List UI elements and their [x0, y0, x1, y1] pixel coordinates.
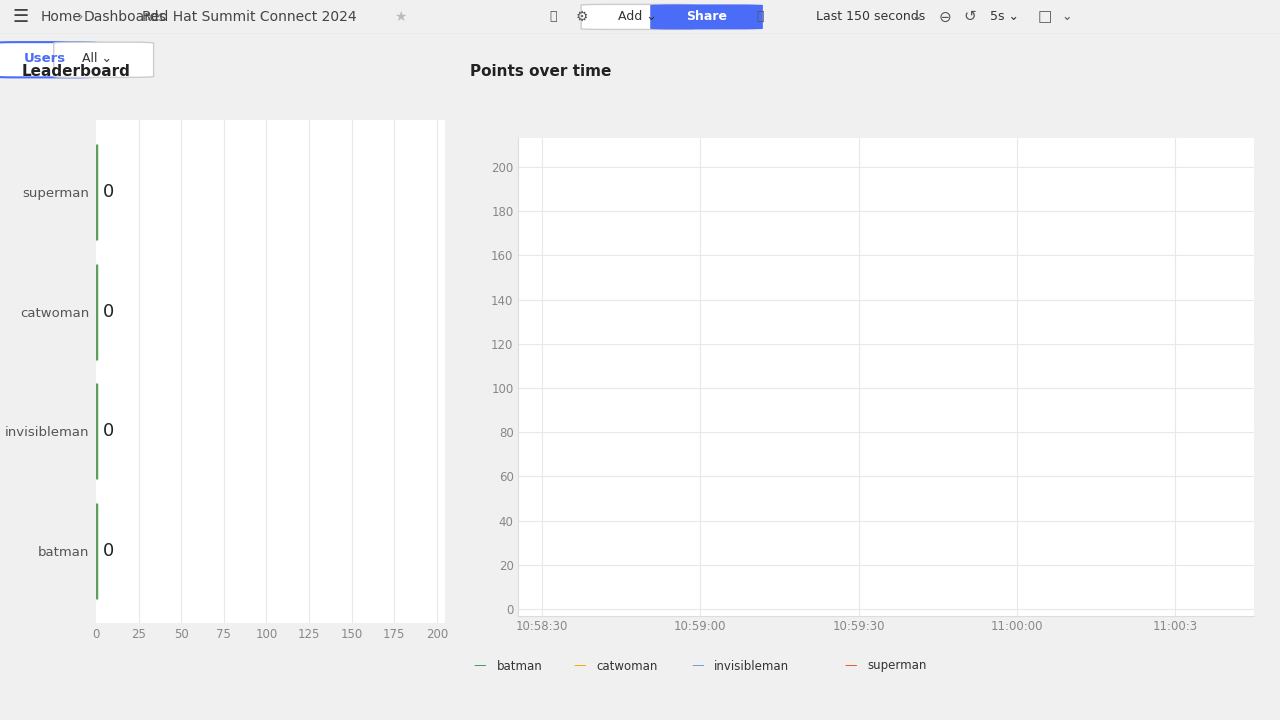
Text: 5s ⌄: 5s ⌄ [991, 10, 1019, 24]
Text: ⏱: ⏱ [756, 10, 764, 24]
Text: Points over time: Points over time [470, 63, 611, 78]
Text: ☰: ☰ [13, 8, 28, 26]
Text: catwoman: catwoman [596, 660, 658, 672]
Text: ⚙: ⚙ [576, 10, 589, 24]
Text: ⌄: ⌄ [911, 10, 922, 24]
Text: All ⌄: All ⌄ [82, 53, 113, 66]
Text: Home: Home [41, 10, 82, 24]
Text: ›: › [76, 8, 83, 26]
Text: ↺: ↺ [964, 9, 977, 24]
Text: —: — [691, 660, 704, 672]
Text: invisibleman: invisibleman [714, 660, 790, 672]
Text: 0: 0 [102, 542, 114, 560]
FancyBboxPatch shape [54, 42, 154, 77]
Text: Users: Users [24, 53, 65, 66]
FancyBboxPatch shape [0, 42, 97, 77]
Text: Leaderboard: Leaderboard [22, 63, 131, 78]
Text: Add ⌄: Add ⌄ [618, 10, 657, 24]
Text: ›: › [145, 8, 152, 26]
Text: 0: 0 [102, 423, 114, 441]
Text: superman: superman [868, 660, 927, 672]
Text: ★: ★ [394, 10, 407, 24]
Text: 💾: 💾 [549, 10, 557, 24]
Text: ⊖: ⊖ [938, 9, 951, 24]
Text: Last 150 seconds: Last 150 seconds [815, 10, 925, 24]
Text: 0: 0 [102, 183, 114, 201]
Text: —: — [474, 660, 486, 672]
Text: □: □ [1037, 9, 1052, 24]
Text: batman: batman [497, 660, 543, 672]
FancyBboxPatch shape [581, 4, 694, 30]
Text: —: — [845, 660, 858, 672]
FancyBboxPatch shape [650, 4, 763, 30]
Text: 0: 0 [102, 302, 114, 320]
Text: Red Hat Summit Connect 2024: Red Hat Summit Connect 2024 [142, 10, 357, 24]
Text: ⌄: ⌄ [1061, 10, 1071, 24]
Text: Dashboards: Dashboards [84, 10, 166, 24]
Text: —: — [573, 660, 586, 672]
Text: Share: Share [686, 10, 727, 24]
